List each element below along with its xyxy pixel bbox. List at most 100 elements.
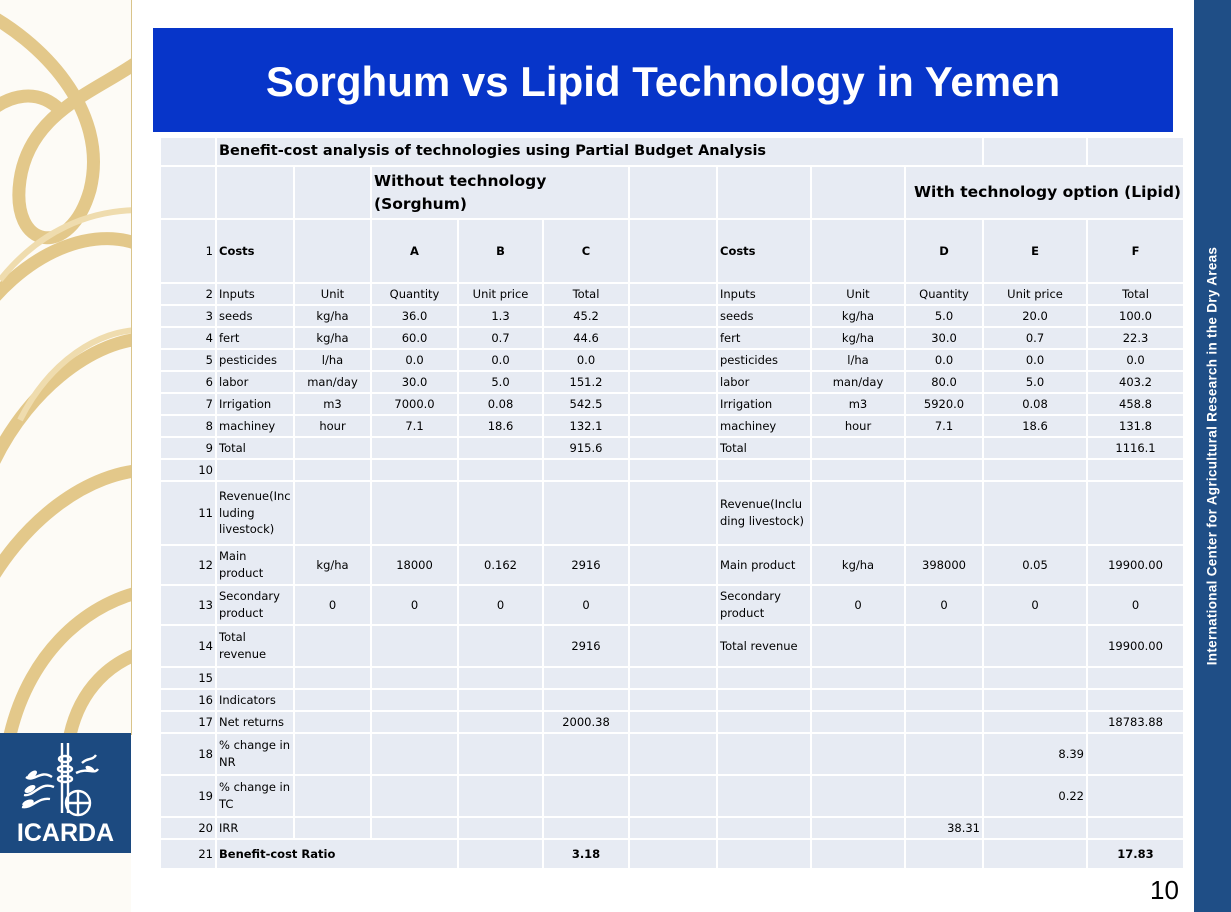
table-cell: Irrigation xyxy=(716,392,812,416)
revenue-header-row: 11 Revenue(Inc luding livestock) Revenue… xyxy=(159,480,1185,546)
table-cell xyxy=(457,732,544,776)
row-number: 13 xyxy=(159,584,217,626)
table-cell: man/day xyxy=(810,370,906,394)
table-cell: % change in TC xyxy=(215,774,295,818)
table-cell: 0.08 xyxy=(982,392,1088,416)
table-cell xyxy=(628,414,718,438)
row-number: 11 xyxy=(159,480,217,546)
table-cell xyxy=(982,624,1088,668)
column-header: Unit xyxy=(810,282,906,306)
table-cell xyxy=(904,480,984,546)
table-cell xyxy=(810,816,906,840)
table-cell: 2000.38 xyxy=(542,710,630,734)
table-cell: 542.5 xyxy=(542,392,630,416)
table-cell xyxy=(628,304,718,328)
table-cell xyxy=(370,710,459,734)
table-cell xyxy=(370,624,459,668)
row-number: 9 xyxy=(159,436,217,460)
table-cell xyxy=(215,458,295,482)
table-cell: 18.6 xyxy=(982,414,1088,438)
row-number: 21 xyxy=(159,838,217,870)
table-cell xyxy=(810,624,906,668)
table-row: 8 machiney hour 7.1 18.6 132.1 machiney … xyxy=(159,414,1185,438)
blank-row: 10 xyxy=(159,458,1185,482)
table-cell: pesticides xyxy=(215,348,295,372)
table-cell: Total revenue xyxy=(215,624,295,668)
table-cell: 8.39 xyxy=(982,732,1088,776)
row-number: 6 xyxy=(159,370,217,394)
table-cell: Indicators xyxy=(215,688,295,712)
row-number: 2 xyxy=(159,282,217,306)
ornament-graphic xyxy=(0,13,131,735)
benefit-cost-ratio-with: 17.83 xyxy=(1086,838,1185,870)
table-cell xyxy=(982,480,1088,546)
slide-title: Sorghum vs Lipid Technology in Yemen xyxy=(265,58,1061,105)
table-cell xyxy=(542,688,630,712)
row-number: 18 xyxy=(159,732,217,776)
table-cell: kg/ha xyxy=(293,544,372,586)
table-cell: machiney xyxy=(215,414,295,438)
table-cell: 80.0 xyxy=(904,370,984,394)
table-cell: Total xyxy=(215,436,295,460)
table-cell xyxy=(904,436,984,460)
column-letter-d: D xyxy=(904,218,984,284)
group-with-label: With technology option (Lipid) xyxy=(904,165,1185,220)
wheat-globe-icon xyxy=(21,743,99,817)
table-cell xyxy=(1086,458,1185,482)
table-cell xyxy=(293,436,372,460)
table-cell: 18.6 xyxy=(457,414,544,438)
table-cell: 0 xyxy=(457,584,544,626)
table-cell: seeds xyxy=(716,304,812,328)
table-cell xyxy=(370,688,459,712)
table-cell xyxy=(810,666,906,690)
table-cell: 30.0 xyxy=(370,370,459,394)
table-cell: 60.0 xyxy=(370,326,459,350)
table-cell xyxy=(628,392,718,416)
table-cell: 151.2 xyxy=(542,370,630,394)
table-cell: hour xyxy=(810,414,906,438)
row-number: 16 xyxy=(159,688,217,712)
table-cell xyxy=(1086,688,1185,712)
table-cell: Net returns xyxy=(215,710,295,734)
row-number: 4 xyxy=(159,326,217,350)
table-cell xyxy=(982,710,1088,734)
table-cell xyxy=(1086,816,1185,840)
table-cell: pesticides xyxy=(716,348,812,372)
column-header: Unit xyxy=(293,282,372,306)
table-cell: 18000 xyxy=(370,544,459,586)
column-header: Quantity xyxy=(370,282,459,306)
row-number: 7 xyxy=(159,392,217,416)
table-cell xyxy=(542,732,630,776)
table-cell xyxy=(215,165,295,220)
title-banner: Sorghum vs Lipid Technology in Yemen xyxy=(153,28,1173,132)
table-cell: Irrigation xyxy=(215,392,295,416)
table-cell xyxy=(628,544,718,586)
table-cell: 5920.0 xyxy=(904,392,984,416)
column-header: Total xyxy=(542,282,630,306)
logo-text: ICARDA xyxy=(16,819,115,847)
table-cell: hour xyxy=(293,414,372,438)
table-cell xyxy=(716,774,812,818)
indicators-row: 16 Indicators xyxy=(159,688,1185,712)
table-cell xyxy=(628,326,718,350)
table-cell xyxy=(628,774,718,818)
row-number: 20 xyxy=(159,816,217,840)
table-cell: labor xyxy=(716,370,812,394)
table-cell xyxy=(628,218,718,284)
table-cell xyxy=(628,666,718,690)
table-row: 6 labor man/day 30.0 5.0 151.2 labor man… xyxy=(159,370,1185,394)
table-cell xyxy=(904,710,984,734)
table-cell: kg/ha xyxy=(293,304,372,328)
table-cell: 19900.00 xyxy=(1086,624,1185,668)
row-number: 12 xyxy=(159,544,217,586)
table-cell: Revenue(Inc luding livestock) xyxy=(215,480,295,546)
column-letter-a: A xyxy=(370,218,459,284)
blank-row: 15 xyxy=(159,666,1185,690)
table-cell xyxy=(370,436,459,460)
table-row: 13 Secondary product 0 0 0 0 Secondary p… xyxy=(159,584,1185,626)
table-cell xyxy=(542,774,630,818)
table-cell xyxy=(293,624,372,668)
table-cell xyxy=(1086,666,1185,690)
table-cell: fert xyxy=(215,326,295,350)
nr-change-row: 18 % change in NR 8.39 xyxy=(159,732,1185,776)
